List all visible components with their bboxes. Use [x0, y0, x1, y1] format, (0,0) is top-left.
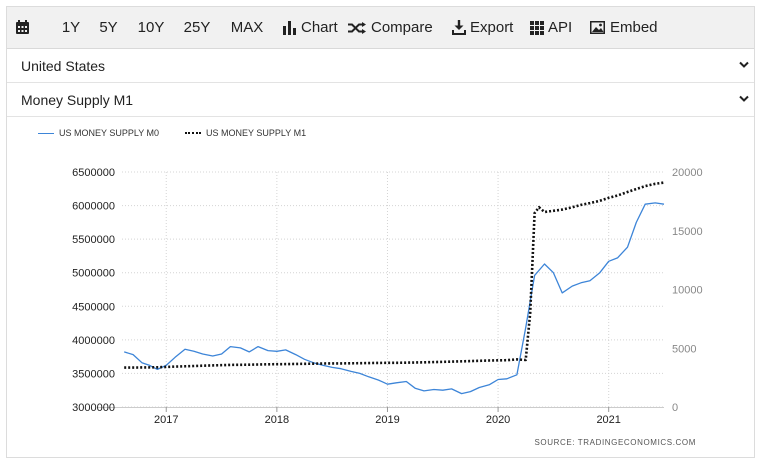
country-select-value: United States	[21, 57, 106, 74]
y-left-tick-label: 5000000	[72, 268, 115, 280]
export-button[interactable]: Export	[448, 7, 528, 49]
range-5y-button[interactable]: 5Y	[91, 7, 126, 49]
chart-type-button[interactable]: Chart	[276, 7, 346, 49]
range-max-button[interactable]: MAX	[218, 7, 276, 49]
export-label: Export	[470, 19, 514, 36]
compare-label: Compare	[371, 19, 433, 36]
range-25y-label: 25Y	[183, 19, 211, 36]
x-tick-label: 2020	[486, 414, 510, 426]
image-icon	[590, 21, 605, 34]
range-10y-label: 10Y	[137, 19, 165, 36]
y-left-tick-label: 4500000	[72, 301, 115, 313]
chart-legend: US MONEY SUPPLY M0 US MONEY SUPPLY M1	[38, 128, 332, 138]
y-left-tick-label: 3000000	[72, 402, 115, 414]
series-line-m1	[124, 181, 665, 369]
line-chart: 3000000 3500000 4000000 4500000 5000000 55000…	[72, 167, 703, 426]
legend-swatch-m1	[185, 132, 202, 134]
range-1y-label: 1Y	[61, 19, 81, 36]
chevron-down-icon	[739, 61, 749, 68]
x-tick-label: 2018	[265, 414, 289, 426]
series-line-m0	[124, 202, 665, 395]
range-1y-button[interactable]: 1Y	[51, 7, 91, 49]
gridlines	[122, 171, 664, 408]
indicator-select[interactable]: Money Supply M1	[7, 83, 754, 117]
y-left-tick-label: 6000000	[72, 201, 115, 213]
legend-label-m1: US MONEY SUPPLY M1	[206, 128, 307, 138]
x-tick-label: 2021	[596, 414, 620, 426]
range-10y-button[interactable]: 10Y	[126, 7, 176, 49]
calendar-button[interactable]	[15, 7, 45, 49]
legend-swatch-m0	[38, 132, 54, 134]
chart-toolbar: 1Y 5Y 10Y 25Y MAX Chart Compare Expo	[7, 7, 754, 49]
legend-label-m0: US MONEY SUPPLY M0	[59, 128, 160, 138]
grid-icon	[530, 20, 544, 35]
chart-widget: 1Y 5Y 10Y 25Y MAX Chart Compare Expo	[6, 6, 755, 458]
y-right-tick-label: 5000	[672, 343, 696, 355]
y-right-tick-label: 15000	[672, 226, 703, 238]
y-left-tick-label: 4000000	[72, 335, 115, 347]
y-left-tick-label: 6500000	[72, 167, 115, 179]
y-left-tick-label: 5500000	[72, 234, 115, 246]
bar-chart-icon	[283, 20, 296, 35]
chevron-down-icon	[739, 95, 749, 102]
api-button[interactable]: API	[528, 7, 590, 49]
y-left-tick-label: 3500000	[72, 368, 115, 380]
download-icon	[452, 20, 466, 35]
calendar-icon	[16, 20, 29, 34]
indicator-select-value: Money Supply M1	[21, 91, 134, 108]
y-right-tick-label: 0	[672, 402, 678, 414]
chart-type-label: Chart	[301, 19, 338, 36]
compare-button[interactable]: Compare	[346, 7, 448, 49]
source-credit: SOURCE: TRADINGECONOMICS.COM	[534, 438, 696, 447]
y-right-tick-label: 20000	[672, 167, 703, 179]
legend-item-m1[interactable]: US MONEY SUPPLY M1	[185, 128, 306, 138]
chart-area: US MONEY SUPPLY M0 US MONEY SUPPLY M1 30…	[7, 119, 754, 457]
range-25y-button[interactable]: 25Y	[176, 7, 218, 49]
api-label: API	[548, 19, 573, 36]
country-select[interactable]: United States	[7, 49, 754, 83]
range-5y-label: 5Y	[99, 19, 118, 36]
legend-item-m0[interactable]: US MONEY SUPPLY M0	[38, 128, 159, 138]
y-right-tick-label: 10000	[672, 285, 703, 297]
range-max-label: MAX	[230, 19, 264, 36]
shuffle-icon	[348, 21, 366, 34]
x-tick-label: 2017	[154, 414, 178, 426]
embed-button[interactable]: Embed	[590, 7, 660, 49]
x-tick-label: 2019	[375, 414, 399, 426]
embed-label: Embed	[610, 19, 658, 36]
